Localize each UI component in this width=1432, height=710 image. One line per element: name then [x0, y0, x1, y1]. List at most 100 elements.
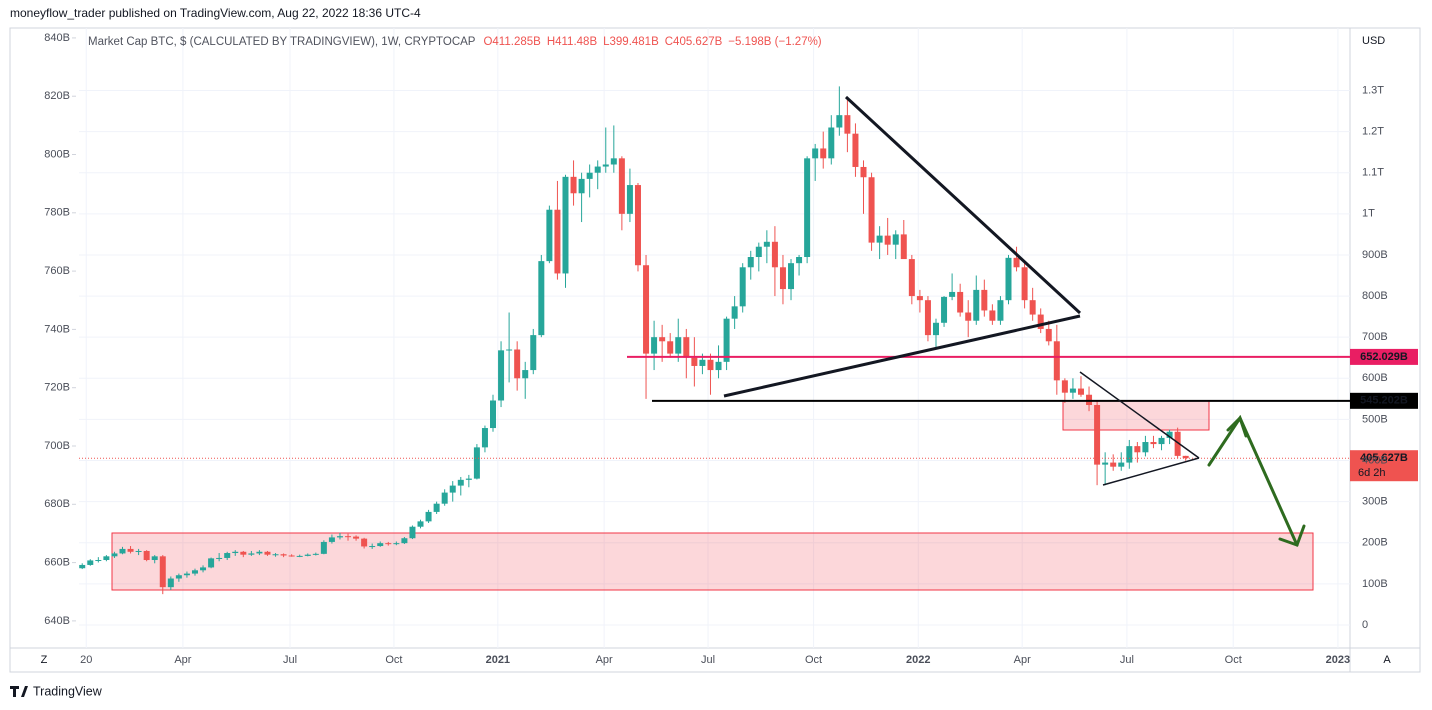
candle-body: [401, 538, 408, 544]
candle-body: [103, 556, 110, 561]
y2-tick-label: 820B: [44, 90, 70, 102]
candle-body: [957, 291, 964, 313]
candle-body: [216, 557, 223, 559]
candle-body: [393, 543, 400, 545]
trend-line: [1102, 457, 1200, 486]
x-tick-label: Jul: [283, 654, 297, 666]
candle-body: [828, 127, 835, 159]
candle-body: [264, 551, 271, 555]
candle-body: [191, 570, 198, 574]
candle-body: [159, 556, 166, 588]
candle-body: [135, 550, 142, 552]
candle-body: [95, 560, 102, 562]
candle-body: [498, 350, 505, 401]
y2-tick-label: 760B: [44, 265, 70, 277]
scale-button[interactable]: Z: [41, 654, 48, 666]
candle-body: [1094, 405, 1101, 465]
countdown: 6d 2h: [1358, 467, 1386, 479]
candle-body: [143, 550, 150, 561]
candle-body: [788, 263, 795, 290]
trend-line: [723, 314, 1081, 398]
candle-body: [1142, 442, 1149, 453]
candle-body: [1174, 431, 1181, 456]
candle-body: [232, 551, 239, 554]
price-tag-label: 405.627B: [1360, 452, 1408, 464]
x-tick-label: 2021: [486, 654, 510, 666]
candle-body: [643, 265, 650, 354]
candle-body: [667, 341, 674, 354]
y-tick-label: 1.3T: [1362, 84, 1384, 96]
y-tick-label: 500B: [1362, 413, 1388, 425]
candle-body: [610, 158, 617, 165]
candle-body: [626, 185, 633, 214]
candle-body: [224, 553, 231, 558]
price-tag: [1350, 348, 1418, 365]
candle-body: [812, 148, 819, 159]
y-tick-label: 1T: [1362, 208, 1375, 220]
y-tick-label: 300B: [1362, 496, 1388, 508]
candle-body: [111, 553, 118, 557]
candle-body: [892, 234, 899, 245]
candle-body: [900, 234, 907, 260]
y-tick-label: 600B: [1362, 372, 1388, 384]
candle-body: [924, 300, 931, 336]
candle-body: [691, 357, 698, 366]
y-tick-label: 0: [1362, 619, 1368, 631]
candle-body: [151, 556, 158, 561]
candle-body: [747, 257, 754, 268]
y-tick-label: 1.1T: [1362, 167, 1384, 179]
candle-body: [723, 318, 730, 362]
candle-body: [522, 370, 529, 379]
legend-value: −5.198B (−1.27%): [728, 36, 822, 48]
candle-body: [739, 267, 746, 307]
candle-body: [1166, 431, 1173, 438]
brand: TradingView: [10, 684, 103, 698]
candle-body: [79, 564, 86, 569]
candle-body: [554, 209, 561, 274]
x-tick-label: Oct: [1225, 654, 1242, 666]
candle-body: [804, 158, 811, 258]
y2-tick-label: 680B: [44, 498, 70, 510]
candle-body: [932, 322, 939, 336]
candle-body: [481, 428, 488, 448]
x-tick-label: 20: [80, 654, 92, 666]
candle-body: [796, 257, 803, 264]
candle-body: [369, 546, 376, 548]
candle-body: [594, 166, 601, 173]
candle-body: [586, 172, 593, 179]
byline: moneyflow_trader published on TradingVie…: [10, 6, 421, 20]
candle-body: [1077, 388, 1084, 395]
y2-tick-label: 840B: [44, 32, 70, 44]
candle-body: [280, 554, 287, 556]
candle-body: [562, 176, 569, 274]
y-tick-label: 200B: [1362, 537, 1388, 549]
candle-body: [981, 289, 988, 311]
candle-body: [1013, 257, 1020, 268]
x-tick-label: Apr: [1014, 654, 1031, 666]
zone-box: [111, 532, 1314, 591]
candle-body: [328, 537, 335, 542]
candle-body: [707, 359, 714, 371]
candle-body: [1118, 462, 1125, 467]
candle-body: [336, 536, 343, 538]
candle-body: [1150, 442, 1157, 445]
candle-body: [1102, 462, 1109, 465]
y2-tick-label: 720B: [44, 382, 70, 394]
candle-body: [997, 300, 1004, 321]
scale-button[interactable]: A: [1383, 654, 1391, 666]
candle-body: [449, 485, 456, 493]
candle-body: [659, 337, 666, 342]
arrow-head: [1226, 415, 1248, 438]
candle-body: [409, 526, 416, 539]
candle-body: [618, 158, 625, 214]
candle-body: [1182, 455, 1189, 459]
forecast-arrows: [1207, 414, 1306, 547]
y2-tick-label: 780B: [44, 207, 70, 219]
trend-line: [844, 95, 1082, 315]
candle-body: [87, 560, 94, 565]
axes: 0 100B 200B 300B 400B 500B 600B 700B 800B 900B 1T 1…: [44, 32, 1387, 666]
candle-body: [417, 521, 424, 527]
candle-body: [844, 115, 851, 134]
candle-body: [908, 259, 915, 297]
